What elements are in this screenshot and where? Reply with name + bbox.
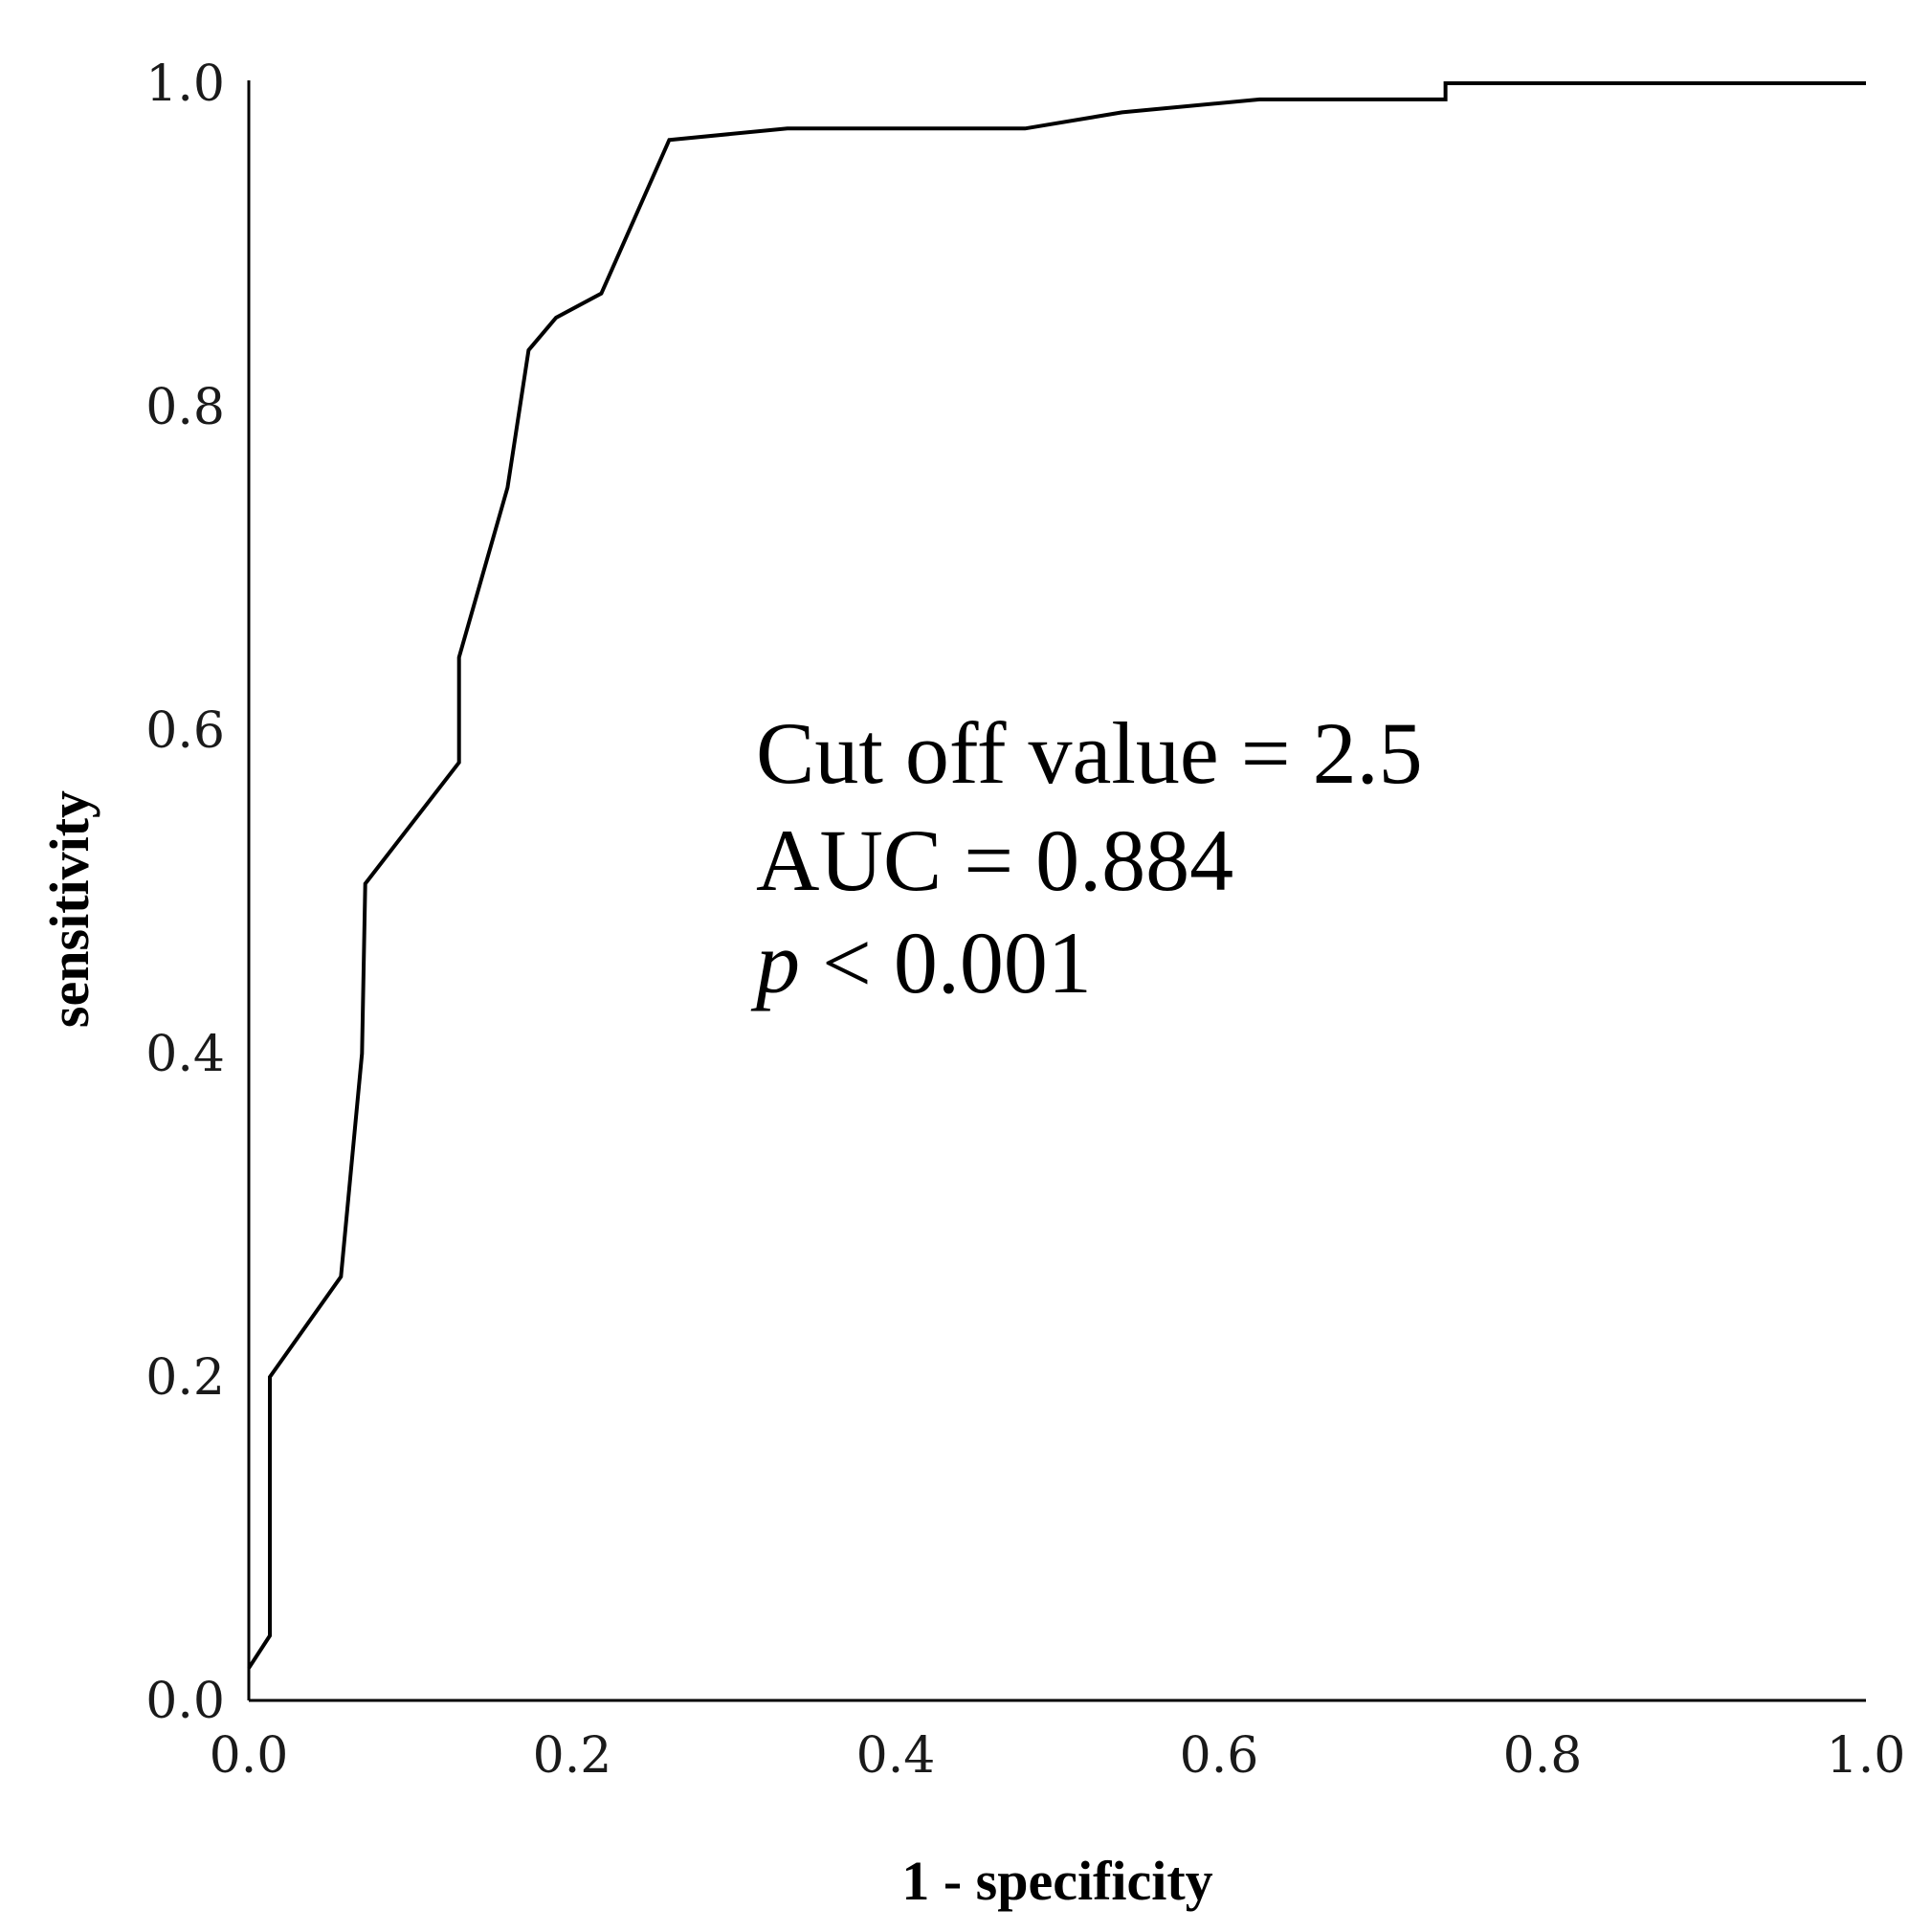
x-tick-label: 0.4 — [856, 1727, 936, 1785]
x-tick-label: 0.8 — [1503, 1727, 1583, 1785]
y-axis-title: sensitivity — [38, 790, 100, 1028]
p-value-annotation: p < 0.001 — [750, 914, 1092, 1011]
auc-annotation: AUC = 0.884 — [756, 811, 1233, 909]
x-tick-label: 0.0 — [210, 1727, 289, 1785]
cutoff-annotation: Cut off value = 2.5 — [756, 704, 1423, 802]
x-tick-label: 0.2 — [533, 1727, 612, 1785]
stats-annotation: Cut off value = 2.5 AUC = 0.884 p < 0.00… — [750, 704, 1423, 1011]
x-tick-label: 1.0 — [1827, 1727, 1906, 1785]
tick-labels: 0.0 0.2 0.4 0.6 0.8 1.0 0.0 0.2 0.4 0.6 0.8 1.0 — [145, 56, 1905, 1785]
y-tick-label: 0.0 — [145, 1673, 225, 1730]
y-tick-label: 0.4 — [145, 1026, 225, 1083]
x-tick-label: 0.6 — [1180, 1727, 1259, 1785]
p-value-text: < 0.001 — [800, 914, 1092, 1011]
axes — [247, 80, 1866, 1702]
roc-curve-line — [247, 81, 1866, 1670]
y-tick-label: 0.6 — [145, 702, 225, 760]
y-tick-label: 0.8 — [145, 379, 225, 436]
x-axis-title: 1 - specificity — [901, 1850, 1212, 1912]
y-tick-label: 0.2 — [145, 1349, 225, 1407]
p-symbol: p — [750, 914, 800, 1011]
y-tick-label: 1.0 — [145, 56, 225, 113]
